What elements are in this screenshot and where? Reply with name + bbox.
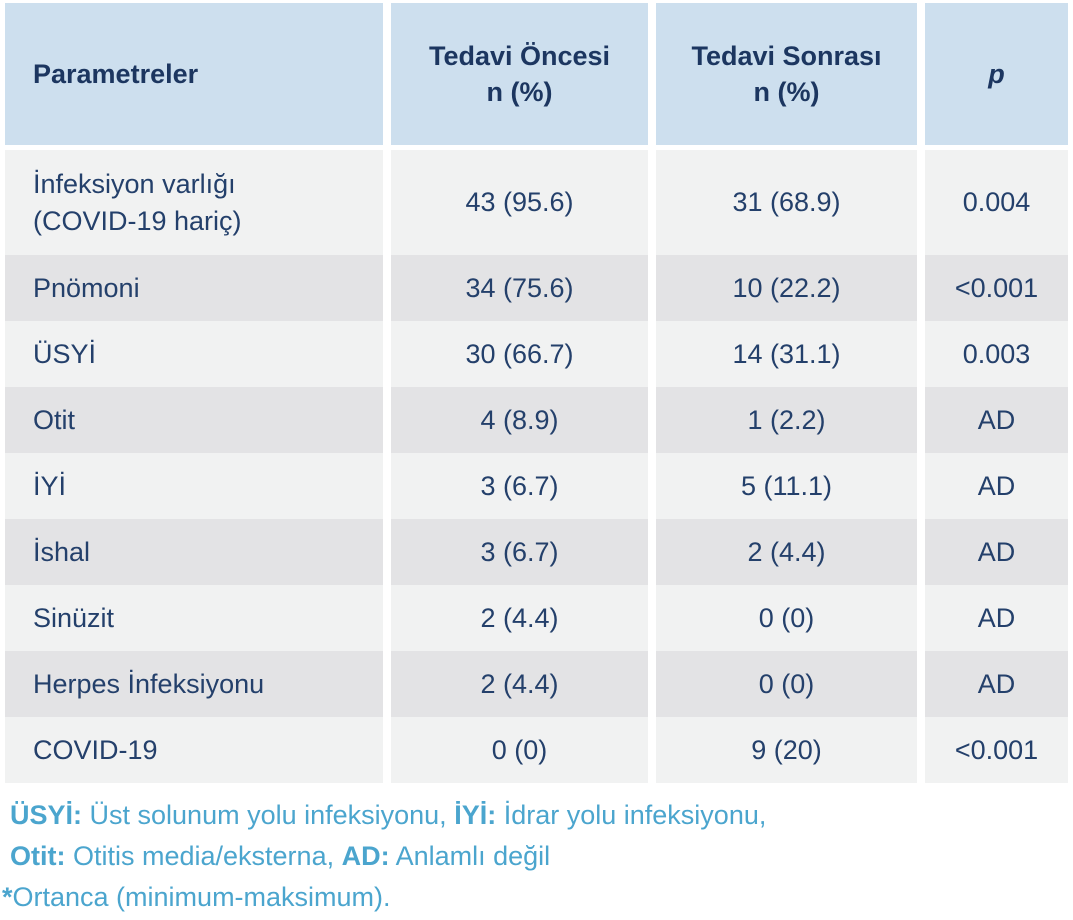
header-cell-tedavi-sonrasi: Tedavi Sonrası n (%) [656, 3, 917, 145]
footnote-asterisk: * [2, 882, 13, 912]
pre-value: 3 (6.7) [391, 453, 648, 519]
table-row: İYİ 3 (6.7) 5 (11.1) AD [5, 453, 1068, 519]
row-label: Sinüzit [5, 585, 383, 651]
statistics-table: Parametreler Tedavi Öncesi n (%) Tedavi … [5, 3, 1068, 783]
footnote-term: İYİ: [454, 800, 497, 830]
pre-value: 34 (75.6) [391, 255, 648, 321]
header-cell-parametreler: Parametreler [5, 3, 383, 145]
post-value: 2 (4.4) [656, 519, 917, 585]
footnote-term: AD: [341, 841, 390, 871]
p-value: AD [925, 453, 1068, 519]
footnote-text: Üst solunum yolu infeksiyonu, [82, 800, 455, 830]
row-label: COVID-19 [5, 717, 383, 783]
post-value: 0 (0) [656, 585, 917, 651]
row-label: İYİ [5, 453, 383, 519]
row-label: İnfeksiyon varlığı (COVID-19 hariç) [5, 150, 383, 255]
post-value: 9 (20) [656, 717, 917, 783]
row-label: İshal [5, 519, 383, 585]
row-label: Pnömoni [5, 255, 383, 321]
table-row: Herpes İnfeksiyonu 2 (4.4) 0 (0) AD [5, 651, 1068, 717]
footnote-text: Ortanca (minimum-maksimum). [12, 882, 391, 912]
post-value: 31 (68.9) [656, 150, 917, 255]
footnote-abbreviations-1: ÜSYİ: Üst solunum yolu infeksiyonu, İYİ:… [10, 795, 1073, 836]
pre-value: 3 (6.7) [391, 519, 648, 585]
pre-value: 2 (4.4) [391, 651, 648, 717]
table-row: Pnömoni 34 (75.6) 10 (22.2) <0.001 [5, 255, 1068, 321]
table-row: İshal 3 (6.7) 2 (4.4) AD [5, 519, 1068, 585]
p-value: 0.003 [925, 321, 1068, 387]
p-value: <0.001 [925, 255, 1068, 321]
post-value: 5 (11.1) [656, 453, 917, 519]
header-cell-p: p [925, 3, 1068, 145]
p-value: AD [925, 651, 1068, 717]
footnote-text: Anlamlı değil [389, 841, 551, 871]
p-value: AD [925, 585, 1068, 651]
post-value: 1 (2.2) [656, 387, 917, 453]
post-value: 10 (22.2) [656, 255, 917, 321]
footnote-term: Otit: [10, 841, 66, 871]
row-label: ÜSYİ [5, 321, 383, 387]
post-value: 0 (0) [656, 651, 917, 717]
pre-value: 2 (4.4) [391, 585, 648, 651]
p-value: <0.001 [925, 717, 1068, 783]
table-row: İnfeksiyon varlığı (COVID-19 hariç) 43 (… [5, 150, 1068, 255]
footnote-abbreviations-2: Otit: Otitis media/eksterna, AD: Anlamlı… [10, 836, 1073, 877]
table-row: Otit 4 (8.9) 1 (2.2) AD [5, 387, 1068, 453]
post-value: 14 (31.1) [656, 321, 917, 387]
table-footnotes: ÜSYİ: Üst solunum yolu infeksiyonu, İYİ:… [0, 795, 1073, 918]
p-value: AD [925, 519, 1068, 585]
pre-value: 43 (95.6) [391, 150, 648, 255]
p-value: 0.004 [925, 150, 1068, 255]
footnote-text: İdrar yolu infeksiyonu, [496, 800, 767, 830]
pre-value: 0 (0) [391, 717, 648, 783]
footnote-asterisk-note: *Ortanca (minimum-maksimum). [2, 877, 1073, 918]
row-label: Otit [5, 387, 383, 453]
table-row: ÜSYİ 30 (66.7) 14 (31.1) 0.003 [5, 321, 1068, 387]
pre-value: 4 (8.9) [391, 387, 648, 453]
footnote-text: Otitis media/eksterna, [65, 841, 342, 871]
footnote-term: ÜSYİ: [10, 800, 83, 830]
p-value: AD [925, 387, 1068, 453]
pre-value: 30 (66.7) [391, 321, 648, 387]
table-row: COVID-19 0 (0) 9 (20) <0.001 [5, 717, 1068, 783]
table-row: Sinüzit 2 (4.4) 0 (0) AD [5, 585, 1068, 651]
table-header-row: Parametreler Tedavi Öncesi n (%) Tedavi … [5, 3, 1068, 145]
row-label: Herpes İnfeksiyonu [5, 651, 383, 717]
header-cell-tedavi-oncesi: Tedavi Öncesi n (%) [391, 3, 648, 145]
